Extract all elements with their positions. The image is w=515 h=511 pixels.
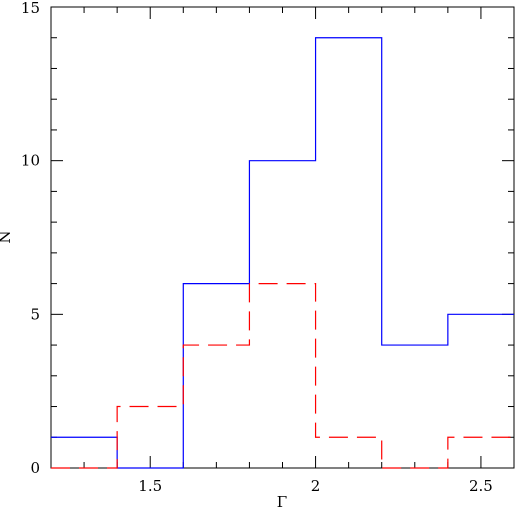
axis-ticks <box>50 6 515 469</box>
histogram-series-2 <box>51 283 514 469</box>
series-layer <box>51 37 514 469</box>
y-tick-label: 5 <box>30 305 40 323</box>
y-axis-title: N <box>0 230 14 243</box>
x-tick-label: 2.5 <box>469 477 493 495</box>
x-tick-label: 2 <box>311 477 321 495</box>
x-axis-title: Γ <box>277 493 287 511</box>
y-tick-label: 15 <box>21 0 40 17</box>
x-tick-label: 1.5 <box>138 477 162 495</box>
y-tick-label: 0 <box>30 459 40 477</box>
plot-frame <box>50 6 515 469</box>
y-tick-label: 10 <box>21 152 40 170</box>
tick-labels: 1.5 2 2.5 0 5 10 15 <box>21 0 493 495</box>
histogram-series-1 <box>51 37 514 469</box>
